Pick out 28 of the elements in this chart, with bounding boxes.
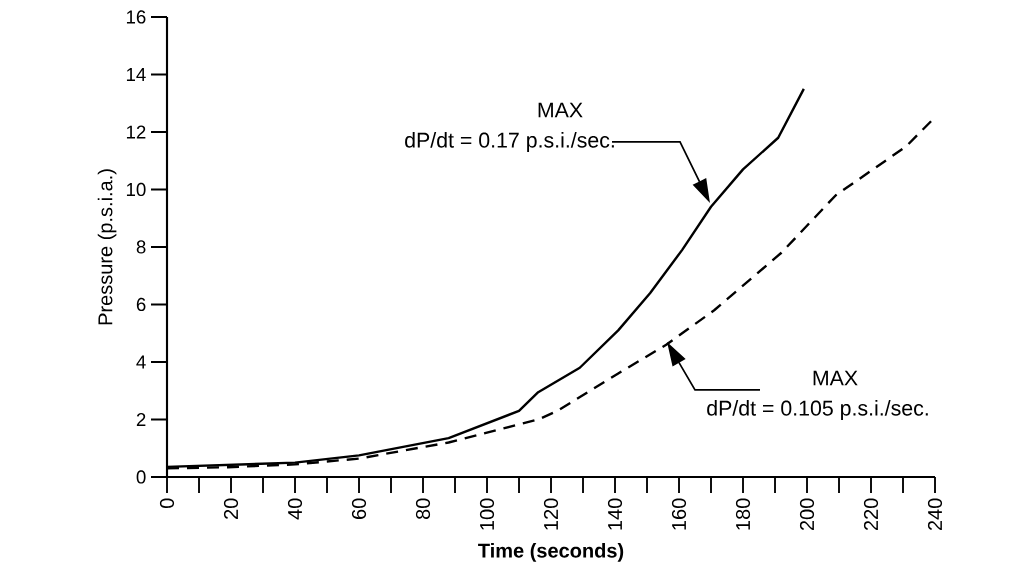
y-tick-label: 6 (136, 297, 146, 312)
annotation: MAX (813, 370, 858, 386)
x-tick-label: 100 (479, 498, 495, 530)
y-tick-label: 16 (126, 10, 146, 24)
y-tick-label: 8 (136, 240, 146, 254)
y-tick-label: 4 (136, 355, 146, 369)
y-tick-label: 0 (136, 470, 146, 484)
x-tick-label: 20 (223, 498, 239, 519)
y-tick-label: 2 (136, 412, 146, 426)
x-tick-label: 140 (607, 498, 623, 530)
y-tick-label: 12 (126, 125, 146, 139)
y-tick-label: 10 (126, 182, 146, 197)
x-tick-label: 40 (287, 498, 303, 520)
x-tick-label: 180 (735, 498, 751, 530)
x-tick-label: 200 (799, 498, 815, 531)
x-tick-label: 160 (671, 498, 687, 530)
x-tick-label: 220 (863, 498, 879, 531)
x-tick-label: 0 (159, 498, 175, 509)
annotation: dP/dt = 0.105 p.s.i./sec. (707, 400, 928, 420)
y-axis-title: Pressure (p.s.i.a.) (97, 169, 117, 325)
x-axis-title: Time (seconds) (478, 543, 624, 562)
annotation: MAX (538, 102, 583, 118)
x-tick-label: 240 (927, 498, 943, 531)
annotation: dP/dt = 0.17 p.s.i./sec. (405, 132, 614, 152)
x-tick-label: 80 (415, 498, 431, 520)
x-tick-label: 60 (351, 498, 367, 519)
x-tick-label: 120 (543, 498, 559, 530)
y-tick-label: 14 (126, 68, 146, 81)
